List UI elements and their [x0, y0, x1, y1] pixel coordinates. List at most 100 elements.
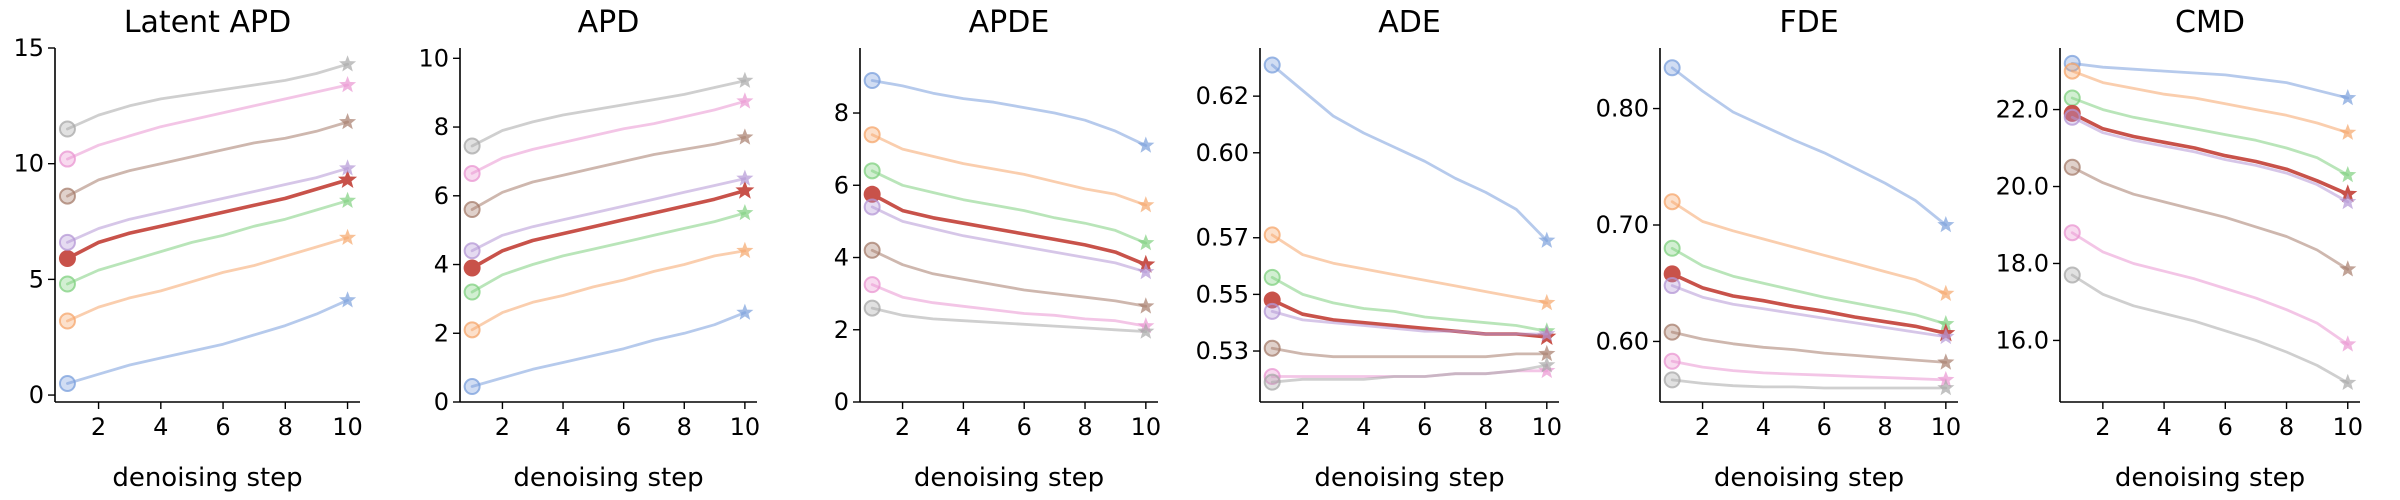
series-line [1670, 378, 1948, 390]
series-line [870, 205, 1148, 274]
start-point [463, 259, 481, 277]
series-1 [58, 228, 357, 330]
y-tick-label: 20.0 [1996, 173, 2049, 201]
end-point [339, 113, 357, 130]
end-point [736, 92, 754, 109]
series-line [470, 311, 747, 388]
end-point [736, 71, 754, 88]
series-line [870, 133, 1148, 207]
y-tick-label: 4 [434, 251, 449, 279]
start-point [1663, 239, 1681, 257]
start-point [863, 198, 881, 216]
x-tick-label: 4 [153, 413, 168, 441]
series-7 [463, 71, 754, 155]
end-point [339, 76, 357, 93]
x-tick-label: 6 [1817, 413, 1832, 441]
end-point [1538, 231, 1556, 248]
series-0 [1263, 56, 1556, 248]
series-line [470, 211, 747, 294]
series-3 [58, 169, 358, 268]
series-line [2070, 115, 2350, 204]
end-point [1538, 361, 1556, 379]
subplot-1: APD 2 4 6 8 10 0 2 4 6 8 10 denoising step [418, 5, 760, 493]
end-point [1937, 370, 1955, 388]
series-6 [58, 76, 357, 168]
y-tick-label: 6 [834, 171, 849, 199]
x-tick-label: 4 [555, 413, 570, 441]
end-point [1937, 379, 1955, 396]
series-6 [863, 276, 1155, 334]
series-7 [863, 299, 1155, 339]
subplot-0: Latent APD 2 4 6 8 10 0 5 10 15 denoising step [13, 5, 362, 493]
end-point [1538, 344, 1556, 362]
start-point [1663, 59, 1681, 77]
start-point [1263, 56, 1281, 74]
subplot-5: CMD 2 4 6 8 10 16.0 18.0 20.0 22.0 denoising step [1996, 5, 2363, 493]
series-line [2070, 273, 2350, 385]
y-tick-label: 6 [434, 182, 449, 210]
series-3 [463, 180, 755, 277]
series-line [66, 298, 350, 385]
end-point [2339, 166, 2357, 183]
series-line [1670, 284, 1948, 339]
start-point [2063, 104, 2081, 122]
series-2 [2063, 89, 2357, 183]
start-point [58, 312, 76, 330]
end-point [1538, 293, 1556, 311]
x-tick-label: 2 [2095, 413, 2110, 441]
end-point [1137, 263, 1155, 280]
series-3 [1263, 291, 1557, 345]
series-line [2070, 111, 2350, 196]
chart-title: APDE [969, 5, 1050, 40]
start-point [463, 321, 481, 339]
series-line [470, 79, 747, 148]
subplot-2: APDE 2 4 6 8 10 0 2 4 6 8 denoising step [834, 5, 1161, 493]
chart-title: Latent APD [124, 5, 291, 40]
series-line [1270, 309, 1549, 336]
x-tick-label: 4 [2156, 413, 2171, 441]
start-point [2063, 108, 2081, 126]
x-tick-label: 10 [332, 413, 363, 441]
start-point [58, 150, 76, 168]
series-line [1270, 298, 1549, 339]
subplot-3: ADE 2 4 6 8 10 0.53 0.55 0.57 0.60 0.62 denoising s… [1196, 5, 1563, 493]
series-1 [1263, 226, 1556, 311]
start-point [1663, 265, 1681, 283]
x-tick-label: 4 [1356, 413, 1371, 441]
x-tick-label: 8 [2279, 413, 2294, 441]
series-1 [463, 241, 754, 339]
y-tick-label: 0.60 [1596, 327, 1649, 355]
series-line [870, 306, 1148, 334]
series-line [66, 62, 350, 131]
y-tick-label: 0.80 [1596, 95, 1649, 123]
x-tick-label: 6 [1417, 413, 1432, 441]
series-line [1670, 200, 1948, 296]
start-point [863, 276, 881, 294]
end-point [2339, 123, 2357, 140]
x-tick-label: 10 [730, 413, 761, 441]
series-line [66, 120, 350, 198]
end-point [1137, 136, 1155, 153]
start-point [2063, 224, 2081, 242]
series-line [870, 192, 1148, 267]
series-2 [1663, 239, 1955, 332]
x-axis-label: denoising step [513, 463, 703, 493]
series-1 [1663, 193, 1955, 301]
x-axis-label: denoising step [1314, 463, 1504, 493]
start-point [863, 241, 881, 259]
series-line [2070, 165, 2350, 271]
series-line [66, 236, 350, 323]
start-point [863, 126, 881, 144]
y-tick-label: 10 [13, 150, 44, 178]
end-point [339, 55, 357, 72]
series-line [470, 135, 747, 211]
x-tick-label: 6 [2218, 413, 2233, 441]
series-6 [1663, 352, 1955, 388]
y-tick-label: 18.0 [1996, 249, 2049, 277]
end-point [1937, 315, 1955, 332]
series-line [470, 177, 747, 253]
start-point [58, 233, 76, 251]
chart-title: FDE [1779, 5, 1838, 40]
series-line [1670, 272, 1948, 336]
series-7 [58, 55, 357, 138]
